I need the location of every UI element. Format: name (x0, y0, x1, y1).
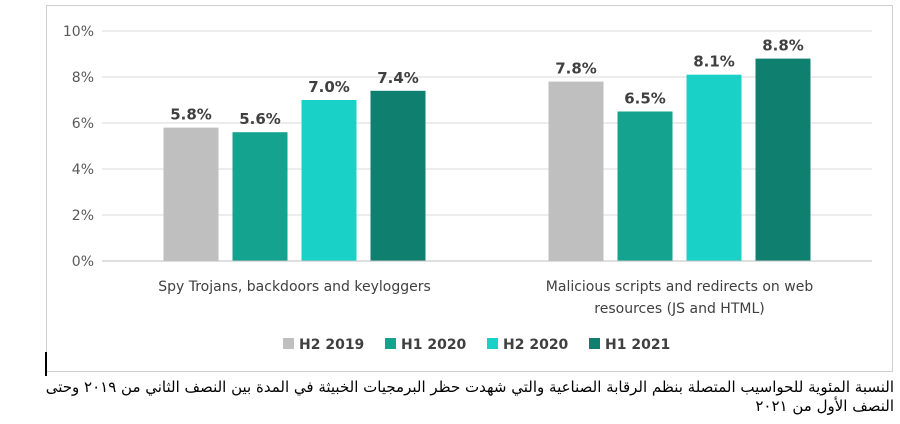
y-tick-label: 6% (72, 116, 94, 132)
y-tick-label: 4% (72, 162, 94, 178)
y-tick-label: 2% (72, 208, 94, 224)
bar (163, 127, 219, 261)
legend-label: H1 2020 (401, 337, 467, 353)
left-rule (45, 352, 47, 376)
bar (686, 74, 742, 261)
bar (617, 111, 673, 261)
data-label: 5.8% (170, 106, 212, 124)
x-category-label: Spy Trojans, backdoors and keyloggers (158, 279, 431, 295)
bar (301, 100, 357, 261)
data-label: 7.0% (308, 78, 350, 96)
data-label: 5.6% (239, 110, 281, 128)
data-label: 7.8% (555, 60, 597, 78)
chart-caption: النسبة المئوية للحواسيب المتصلة بنظم الر… (45, 378, 894, 415)
bar (548, 81, 604, 261)
legend-swatch (385, 338, 396, 349)
chart-frame: 0% 2% 4% 6% 8% 10% 5.8% 5.6% 7.0% 7.4% Spy Trojans… (46, 5, 893, 372)
legend-swatch (589, 338, 600, 349)
x-category-label: resources (JS and HTML) (594, 301, 764, 317)
x-category-label: Malicious scripts and redirects on web (546, 279, 814, 295)
legend-label: H2 2019 (299, 337, 364, 353)
legend-label: H2 2020 (503, 337, 569, 353)
bar-chart: 0% 2% 4% 6% 8% 10% 5.8% 5.6% 7.0% 7.4% Spy Trojans… (63, 24, 872, 353)
data-label: 7.4% (377, 69, 419, 87)
bar (370, 90, 426, 261)
legend-swatch (283, 338, 294, 349)
bar (232, 132, 288, 261)
y-tick-label: 0% (72, 254, 94, 270)
data-label: 6.5% (624, 90, 666, 108)
data-label: 8.8% (762, 37, 804, 55)
legend-swatch (487, 338, 498, 349)
legend-label: H1 2021 (605, 337, 670, 353)
data-label: 8.1% (693, 53, 735, 71)
y-tick-label: 10% (63, 24, 94, 40)
y-tick-label: 8% (72, 70, 94, 86)
bar (755, 58, 811, 261)
